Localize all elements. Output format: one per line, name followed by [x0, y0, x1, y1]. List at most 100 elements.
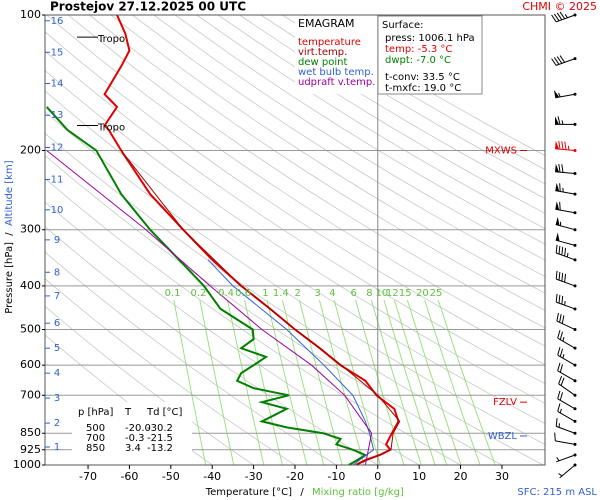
wind-barb: [553, 89, 577, 99]
barb-staff: [557, 347, 576, 366]
altitude-label: 10: [51, 205, 64, 216]
mixing-ratio-label: 0.4: [218, 288, 234, 299]
wind-barb: [555, 232, 577, 247]
x-tick-label: 30: [495, 470, 509, 483]
barb-station: [573, 442, 577, 446]
mixing-ratio-label: 25: [430, 288, 443, 299]
mixing-ratio-label: 3: [314, 288, 320, 299]
barb-station: [573, 228, 577, 232]
legend-entry: wet bulb temp.: [298, 67, 374, 78]
barb-station: [573, 346, 577, 350]
barb-staff: [555, 293, 576, 310]
y2-label: Altitude [km]: [4, 160, 15, 226]
x2-label: Mixing ratio [g/kg]: [312, 487, 404, 498]
barb-staff: [555, 270, 576, 287]
y-label: Pressure [hPa]: [4, 242, 15, 314]
barb-staff: [558, 375, 576, 396]
mixing-ratio-line: [333, 299, 381, 465]
level-label: MXWS: [485, 145, 517, 156]
barb-staff: [557, 330, 576, 349]
y-tick-label: 600: [20, 358, 41, 371]
wind-barb: [555, 418, 577, 435]
profile-line: [120, 150, 401, 465]
y-tick-label: 100: [20, 8, 41, 21]
x-tick-label: -30: [245, 470, 263, 483]
barb-station: [573, 13, 577, 17]
altitude-label: 13: [51, 110, 64, 121]
barb-staff: [555, 140, 576, 151]
barb-station: [573, 307, 577, 311]
y-tick-label: 850: [20, 426, 41, 439]
y-tick-label: 300: [20, 223, 41, 236]
surface-line: press: 1006.1 hPa: [385, 33, 475, 44]
barb-station: [573, 192, 577, 196]
table-cell: -30.2: [147, 423, 173, 434]
barb-staff: [558, 464, 576, 479]
mixing-ratio-label: 8: [366, 288, 372, 299]
barb-station: [573, 431, 577, 435]
table-header: p [hPa]: [78, 407, 113, 418]
surface-line: temp: -5.3 °C: [385, 44, 452, 55]
barb-station: [573, 211, 577, 215]
y-tick-label: 400: [20, 279, 41, 292]
wind-barb: [557, 330, 577, 350]
mixing-ratio-label: 15: [399, 288, 412, 299]
mixing-ratio-line: [318, 299, 365, 465]
dry-adiabat: [174, 15, 545, 245]
mixing-ratio-label: 2: [295, 288, 301, 299]
barb-flag: [555, 140, 560, 150]
mixing-ratio-label: 0.6: [235, 288, 251, 299]
barb-staff: [555, 239, 576, 246]
y-label-separator: /: [4, 232, 15, 236]
surface-line: dwpt: -7.0 °C: [385, 55, 451, 66]
altitude-label: 11: [51, 174, 64, 185]
wind-barb: [555, 270, 577, 288]
barb-flag: [555, 116, 559, 125]
barb-station: [573, 92, 577, 96]
barb-station: [573, 393, 577, 397]
mixing-ratio-line: [437, 299, 496, 465]
barb-flag: [555, 163, 560, 173]
mixing-ratio-line: [393, 299, 448, 465]
barb-flag: [555, 216, 560, 226]
dry-adiabat: [67, 15, 545, 329]
y-tick-label: 700: [20, 388, 41, 401]
altitude-label: 16: [51, 16, 64, 27]
mixing-ratio-line: [370, 299, 422, 465]
mixing-ratio-label: 0.2: [190, 288, 206, 299]
dry-adiabat: [110, 15, 545, 294]
y-tick-label: 1000: [13, 458, 41, 471]
barb-staff: [557, 390, 576, 410]
mixing-ratio-line: [173, 300, 207, 465]
surface-line: t-mxfc: 19.0 °C: [385, 83, 461, 94]
wind-barb: [554, 432, 577, 446]
legend-entry: dew point: [298, 57, 347, 68]
title: Prostejov 27.12.2025 00 UTC: [50, 0, 246, 14]
table-cell: 500: [86, 423, 105, 434]
barb-staff: [556, 454, 576, 463]
barb-staff: [555, 418, 576, 434]
altitude-label: 6: [54, 318, 60, 329]
dry-adiabat: [132, 15, 545, 277]
x-tick-label: -20: [286, 470, 304, 483]
barb-station: [573, 419, 577, 423]
altitude-label: 7: [54, 291, 60, 302]
table-cell: -20.0: [125, 423, 151, 434]
mixing-ratio-label: 12: [386, 288, 399, 299]
mixing-ratio-label: 1.4: [273, 288, 289, 299]
barb-staff: [555, 183, 576, 195]
wind-barb: [558, 463, 577, 479]
altitude-label: 9: [54, 235, 60, 246]
table-header: T: [124, 407, 132, 418]
altitude-label: 2: [54, 418, 60, 429]
mixing-ratio-label: 4: [329, 288, 335, 299]
mixing-ratio-line: [227, 300, 265, 465]
y-tick-label: 200: [20, 143, 41, 156]
barb-station: [573, 379, 577, 383]
wind-barb: [555, 163, 577, 175]
tropopause-label: Tropo: [97, 34, 125, 45]
wind-barb: [551, 55, 577, 66]
legend-box: [295, 16, 377, 94]
dry-adiabat: [45, 31, 545, 366]
barb-station: [573, 258, 577, 262]
